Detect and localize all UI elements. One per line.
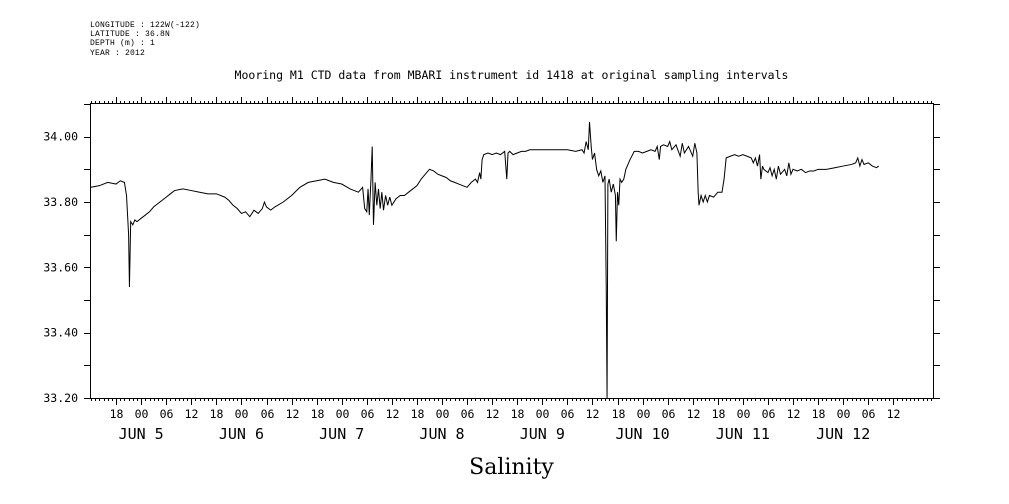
x-tick-label: 00	[637, 407, 651, 421]
x-tick-label: 06	[762, 407, 776, 421]
plot-frame	[90, 103, 934, 399]
x-tick-label: 06	[361, 407, 375, 421]
y-tick-label: 33.20	[43, 391, 78, 405]
salinity-label: Salinity	[0, 455, 1009, 480]
x-tick-label: 18	[612, 407, 626, 421]
x-day-label: JUN 8	[419, 425, 464, 443]
chart-title: Mooring M1 CTD data from MBARI instrumen…	[0, 68, 1009, 82]
x-tick-label: 00	[436, 407, 450, 421]
x-tick-label: 00	[837, 407, 851, 421]
x-tick-label: 18	[311, 407, 325, 421]
x-tick-label: 12	[787, 407, 801, 421]
x-tick-label: 12	[486, 407, 500, 421]
x-tick-label: 12	[185, 407, 199, 421]
chart-title-text: Mooring M1 CTD data from MBARI instrumen…	[234, 68, 789, 82]
x-tick-label: 18	[210, 407, 224, 421]
x-day-label: JUN 11	[716, 425, 770, 443]
x-day-label: JUN 7	[319, 425, 364, 443]
x-tick-label: 06	[662, 407, 676, 421]
salinity-label-text: Salinity	[469, 455, 554, 480]
x-tick-label: 06	[862, 407, 876, 421]
x-tick-label: 00	[536, 407, 550, 421]
y-tick-label: 33.80	[43, 195, 78, 209]
x-tick-label: 12	[286, 407, 300, 421]
x-day-label: JUN 6	[219, 425, 264, 443]
x-tick-label: 18	[411, 407, 425, 421]
x-tick-label: 06	[561, 407, 575, 421]
x-tick-label: 12	[586, 407, 600, 421]
salinity-series-line	[90, 121, 879, 399]
x-tick-label: 18	[110, 407, 124, 421]
axis-labels: 18 00 06 12 18 00 06 12 18 00 06 12 18 00 06 12 18 00 06 12…	[43, 130, 900, 443]
x-tick-label: 06	[461, 407, 475, 421]
x-tick-label: 00	[235, 407, 249, 421]
y-tick-label: 33.40	[43, 326, 78, 340]
meta-year: YEAR : 2012	[90, 48, 146, 58]
x-tick-label: 00	[336, 407, 350, 421]
x-tick-label: 12	[887, 407, 901, 421]
meta-latitude: LATITUDE : 36.8N	[90, 30, 171, 40]
x-day-label: JUN 10	[615, 425, 669, 443]
x-day-label: JUN 5	[119, 425, 164, 443]
y-tick-label: 34.00	[43, 130, 78, 144]
x-tick-label: 18	[812, 407, 826, 421]
x-tick-label: 00	[135, 407, 149, 421]
x-tick-label: 18	[511, 407, 525, 421]
metadata-block: LONGITUDE : 122W(-122) LATITUDE : 36.8N …	[90, 21, 200, 58]
x-tick-label: 18	[712, 407, 726, 421]
x-day-label: JUN 9	[520, 425, 565, 443]
meta-longitude: LONGITUDE : 122W(-122)	[90, 21, 201, 30]
x-tick-label: 06	[261, 407, 275, 421]
x-tick-label: 12	[386, 407, 400, 421]
axis-ticks	[84, 97, 940, 405]
x-tick-label: 12	[687, 407, 701, 421]
x-tick-label: 06	[160, 407, 174, 421]
y-tick-label: 33.60	[43, 260, 78, 274]
x-day-label: JUN 12	[816, 425, 870, 443]
x-tick-label: 00	[737, 407, 751, 421]
meta-depth: DEPTH (m) : 1	[90, 39, 156, 49]
